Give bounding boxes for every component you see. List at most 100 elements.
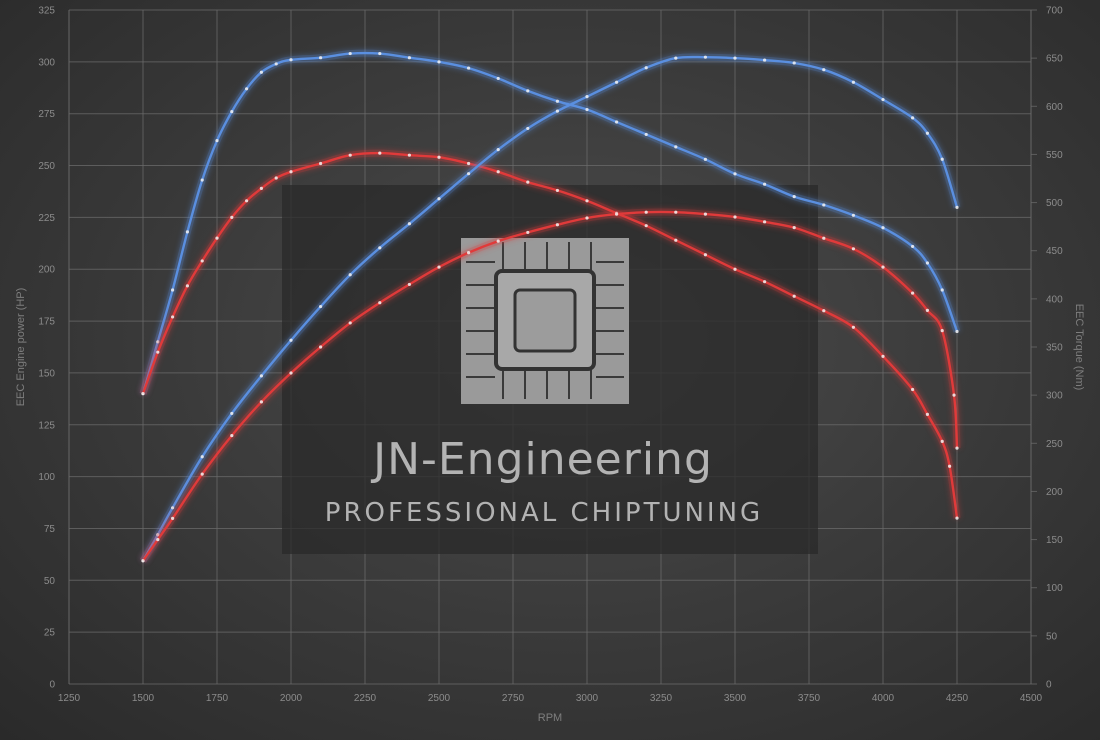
data-point	[348, 51, 352, 56]
data-point	[496, 239, 500, 243]
y-tick-label: 175	[38, 317, 55, 328]
x-tick-label: 4500	[1020, 693, 1043, 704]
y2-tick-label: 550	[1046, 150, 1063, 161]
data-point	[733, 267, 737, 271]
series-2	[139, 53, 961, 563]
data-point	[763, 58, 767, 62]
data-point	[644, 224, 648, 228]
data-point	[230, 215, 234, 219]
data-point	[467, 172, 471, 176]
data-point	[245, 199, 249, 203]
data-point	[274, 62, 278, 66]
series-3	[140, 208, 961, 563]
data-point	[955, 446, 959, 450]
data-point	[319, 345, 323, 349]
data-point	[407, 222, 411, 226]
data-point	[230, 433, 234, 438]
data-point	[289, 371, 293, 375]
data-point	[200, 178, 204, 182]
data-point	[348, 153, 352, 157]
chip-logo-icon	[461, 238, 629, 404]
data-point	[141, 559, 145, 563]
data-point	[763, 182, 767, 186]
y2-tick-label: 100	[1046, 583, 1063, 594]
y2-tick-label: 150	[1046, 535, 1063, 546]
data-point	[259, 400, 263, 404]
y-tick-label: 100	[38, 472, 55, 483]
data-point	[585, 199, 589, 203]
data-point	[496, 170, 500, 174]
x-axis-ticks: 1250 1500 1750 2000 2250 2500 2750 3000 3250 3500…	[58, 693, 1043, 704]
watermark-title: JN-Engineering	[370, 434, 713, 485]
data-point	[437, 155, 441, 159]
data-point	[792, 226, 796, 230]
data-point	[940, 329, 944, 333]
data-point	[171, 315, 175, 319]
y-tick-label: 250	[38, 161, 55, 172]
data-point	[437, 197, 441, 201]
y-tick-label: 50	[44, 576, 56, 587]
data-point	[585, 107, 589, 112]
data-point	[955, 205, 959, 209]
data-point	[733, 172, 737, 176]
y-axis-title: EEC Engine power (HP)	[15, 288, 27, 407]
y-tick-label: 25	[44, 628, 56, 639]
data-point	[644, 210, 648, 214]
y-tick-label: 125	[38, 420, 55, 431]
data-point	[822, 236, 826, 240]
data-point	[555, 188, 560, 193]
y2-axis-ticks: 0 50 100 150 200 250 300 350 400 450 500 550 600 650 7…	[1046, 6, 1063, 691]
data-point	[881, 265, 885, 269]
y2-tick-label: 200	[1046, 487, 1063, 498]
x-tick-label: 1750	[206, 693, 229, 704]
data-point	[674, 145, 678, 149]
data-point	[644, 66, 648, 70]
data-point	[585, 216, 589, 220]
data-point	[467, 251, 471, 255]
data-point	[822, 309, 826, 313]
data-point	[496, 76, 500, 81]
data-point	[792, 294, 796, 298]
y2-tick-label: 0	[1046, 680, 1052, 691]
data-point	[674, 210, 678, 214]
data-point	[585, 95, 589, 99]
data-point	[378, 301, 382, 305]
x-tick-label: 1500	[132, 693, 155, 704]
data-point	[881, 226, 885, 230]
data-point	[851, 213, 856, 217]
data-point	[259, 186, 263, 190]
data-point	[925, 261, 930, 265]
data-point	[925, 131, 930, 135]
data-point	[230, 411, 234, 416]
y-tick-label: 300	[38, 57, 55, 68]
x-tick-label: 3000	[576, 693, 599, 704]
y2-tick-label: 500	[1046, 198, 1063, 209]
data-point	[171, 506, 175, 510]
data-point	[348, 321, 352, 325]
data-point	[274, 176, 278, 180]
y2-axis-title: EEC Torque (Nm)	[1073, 304, 1085, 391]
x-tick-label: 3500	[724, 693, 747, 704]
series-layer	[139, 49, 961, 563]
data-point	[171, 288, 175, 292]
data-point	[851, 247, 856, 251]
data-point	[940, 439, 944, 443]
data-point	[437, 265, 441, 269]
y2-tick-label: 700	[1046, 6, 1063, 17]
series-1	[139, 149, 961, 520]
y-tick-label: 200	[38, 265, 55, 276]
series-line	[141, 151, 959, 519]
data-point	[703, 55, 708, 59]
data-point	[733, 56, 737, 60]
data-point	[230, 110, 234, 114]
y2-tick-label: 300	[1046, 391, 1063, 402]
data-point	[141, 392, 145, 396]
x-tick-label: 2250	[354, 693, 377, 704]
data-point	[792, 195, 796, 199]
data-point	[703, 212, 708, 216]
y2-tick-label: 350	[1046, 343, 1063, 354]
x-axis-title: RPM	[538, 712, 562, 724]
watermark-subtitle: PROFESSIONAL CHIPTUNING	[325, 498, 763, 528]
y-tick-label: 225	[38, 213, 55, 224]
